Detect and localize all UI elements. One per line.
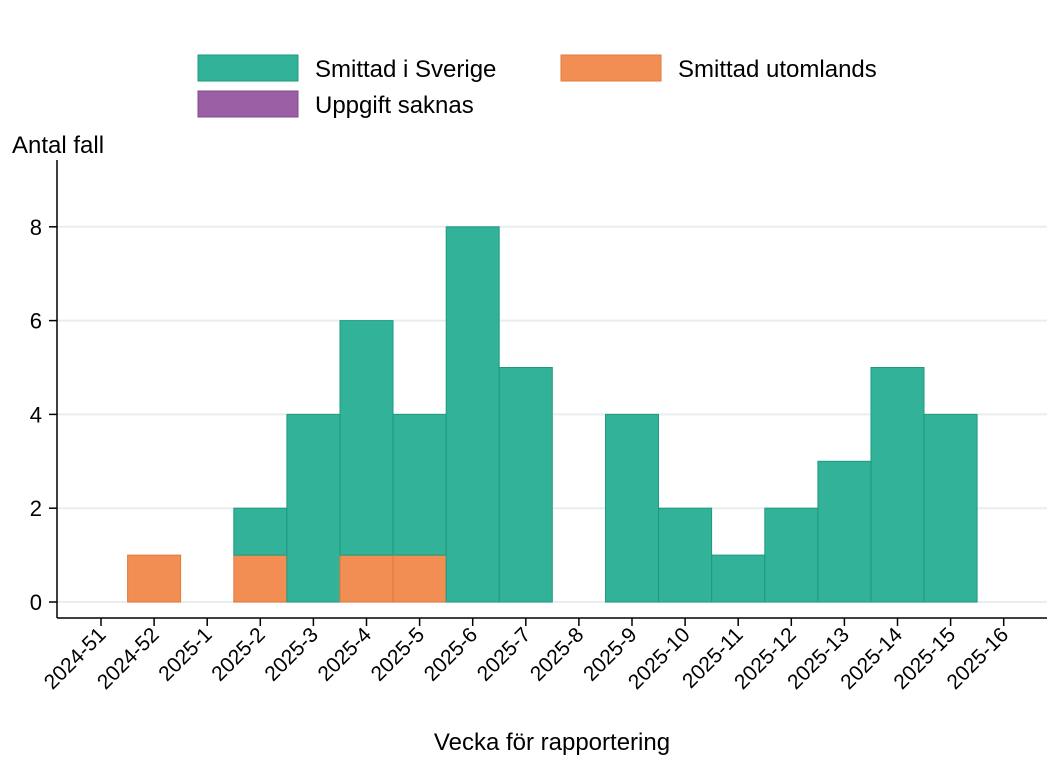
bar-smittad-i-sverige (764, 507, 819, 603)
bars (127, 226, 978, 603)
bar-smittad-utomlands (233, 554, 288, 603)
legend-label: Smittad i Sverige (315, 56, 496, 83)
bar-smittad-i-sverige (923, 413, 978, 603)
x-tick-label: 2025-5 (367, 623, 430, 686)
bar-smittad-i-sverige (711, 554, 766, 603)
bar-smittad-i-sverige (658, 507, 713, 603)
x-tick-label: 2025-7 (473, 623, 536, 686)
legend-label: Smittad utomlands (678, 56, 877, 83)
y-tick-label: 2 (30, 496, 42, 521)
y-axis-label: Antal fall (12, 132, 104, 159)
legend-swatch (197, 90, 299, 118)
x-axis-label: Vecka för rapportering (434, 729, 670, 756)
y-tick-label: 4 (30, 402, 42, 427)
bar-smittad-utomlands (339, 554, 394, 603)
bar-smittad-i-sverige (605, 413, 659, 603)
bar-smittad-i-sverige (870, 367, 925, 603)
bar-smittad-i-sverige (339, 320, 394, 556)
x-tick-label: 2025-2 (207, 623, 270, 686)
bar-smittad-i-sverige (286, 413, 341, 603)
y-tick-label: 6 (30, 309, 42, 334)
x-tick-label: 2025-8 (526, 623, 589, 686)
x-tick-label: 2025-3 (260, 623, 323, 686)
x-tick-label: 2025-6 (420, 623, 483, 686)
legend-swatch (560, 54, 662, 82)
legend-swatch (197, 54, 299, 82)
legend: Smittad i Sverige Smittad utomlands Uppgif… (197, 54, 877, 119)
legend-label: Uppgift saknas (315, 92, 474, 119)
x-tick-label: 2025-4 (314, 623, 377, 686)
bar-smittad-utomlands (392, 554, 447, 603)
bar-smittad-i-sverige (498, 367, 553, 603)
y-tick-label: 8 (30, 215, 42, 240)
bar-smittad-i-sverige (817, 460, 872, 603)
y-tick-label: 0 (30, 590, 42, 615)
bar-smittad-utomlands (127, 554, 182, 603)
bar-smittad-i-sverige (445, 226, 500, 603)
bar-smittad-i-sverige (233, 507, 288, 556)
x-tick-label: 2025-1 (154, 623, 217, 686)
bar-smittad-i-sverige (392, 413, 447, 556)
